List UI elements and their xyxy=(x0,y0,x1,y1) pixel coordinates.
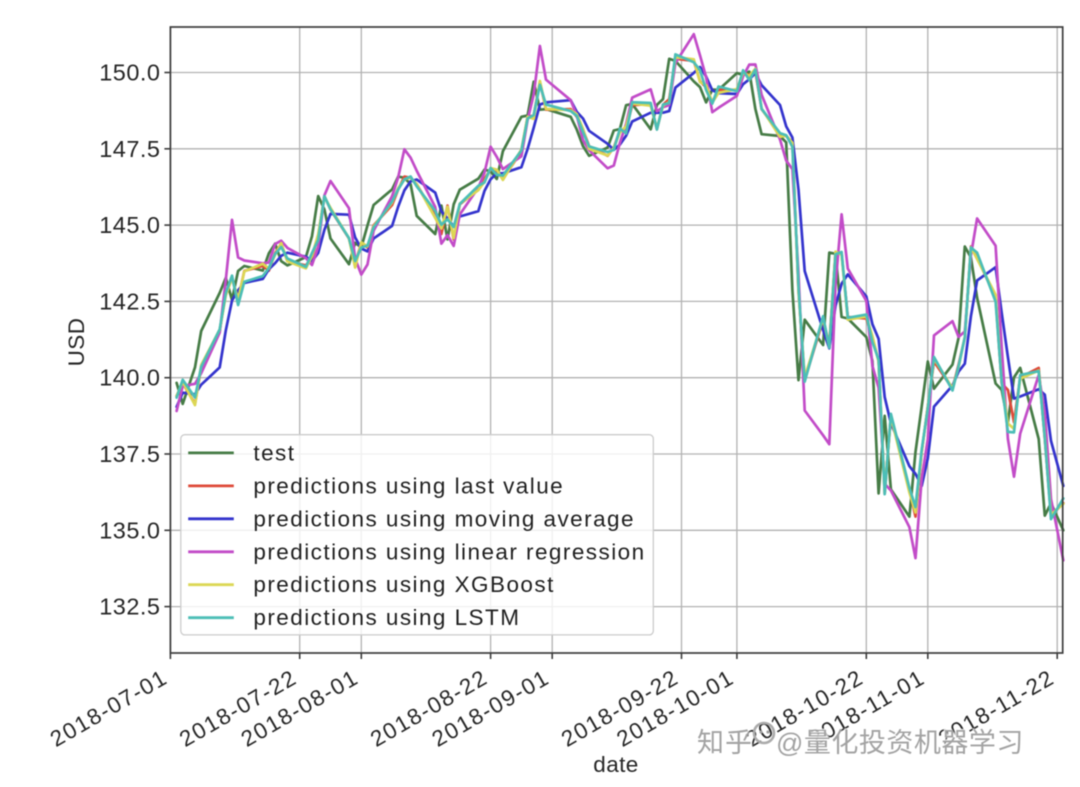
svg-text:predictions using moving avera: predictions using moving average xyxy=(253,506,635,531)
svg-text:142.5: 142.5 xyxy=(99,288,160,314)
svg-text:date: date xyxy=(593,752,638,777)
svg-text:predictions using XGBoost: predictions using XGBoost xyxy=(253,572,554,597)
svg-text:predictions using linear regre: predictions using linear regression xyxy=(253,539,645,564)
svg-text:test: test xyxy=(253,440,295,465)
svg-text:150.0: 150.0 xyxy=(99,60,160,86)
svg-text:USD: USD xyxy=(64,318,89,367)
svg-text:147.5: 147.5 xyxy=(99,136,160,162)
svg-text:predictions using last value: predictions using last value xyxy=(253,473,564,498)
svg-text:140.0: 140.0 xyxy=(99,365,160,391)
svg-text:predictions using LSTM: predictions using LSTM xyxy=(253,605,520,630)
svg-text:@量化投资机器学习: @量化投资机器学习 xyxy=(776,728,1024,758)
svg-text:145.0: 145.0 xyxy=(99,212,160,238)
svg-text:135.0: 135.0 xyxy=(99,517,160,543)
svg-text:137.5: 137.5 xyxy=(99,441,160,467)
svg-text:知乎: 知乎 xyxy=(697,728,753,758)
svg-text:132.5: 132.5 xyxy=(99,594,160,620)
